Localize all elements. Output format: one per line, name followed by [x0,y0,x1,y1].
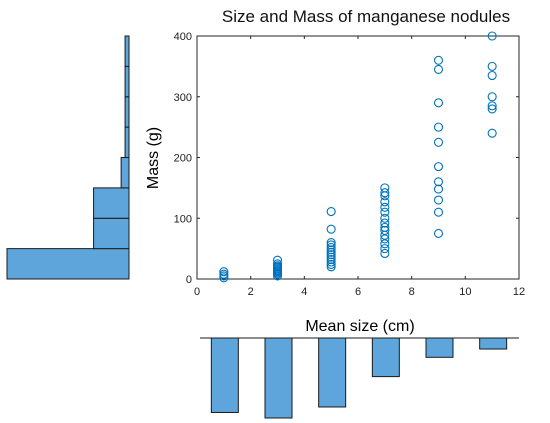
mass-histogram-bar [6,248,130,280]
data-point [433,184,444,194]
data-point [380,207,390,217]
size-histogram-bar [479,337,508,350]
size-histogram-bar [264,337,293,419]
size-histogram-bar [425,337,454,358]
x-tick-label: 12 [513,286,525,298]
data-point [433,207,444,217]
x-axis-label: Mean size (cm) [305,318,414,335]
mass-histogram-bar [93,217,130,250]
mass-histogram-bar [124,96,130,128]
data-point [433,122,444,132]
data-point [380,218,390,228]
mass-histogram [6,35,130,280]
data-point [326,242,336,252]
data-point [433,64,444,74]
data-points [219,31,497,283]
data-point [219,267,229,277]
data-point [326,262,336,272]
x-tick-label: 8 [409,286,415,298]
x-axis-ticks: 0 2 4 6 8 10 12 [194,36,525,298]
data-point [272,255,283,265]
mass-histogram-bar [124,126,130,158]
data-point [433,228,444,238]
data-point [380,197,390,207]
y-tick-label: 300 [174,92,192,104]
data-point [433,195,444,205]
data-point [380,202,390,212]
data-point [380,244,390,254]
data-point [326,224,336,234]
y-tick-label: 200 [174,153,192,165]
data-point [326,257,336,267]
x-tick-label: 6 [355,286,361,298]
data-point [433,98,444,108]
chart-title: Size and Mass of manganese nodules [222,7,510,26]
y-axis-label: Mass (g) [145,127,162,189]
data-point [326,238,336,248]
data-point [272,259,283,269]
data-point [487,92,497,102]
data-point [326,259,336,269]
data-point [380,213,390,223]
plot-area [196,35,520,280]
data-point [380,225,390,235]
data-point [433,177,444,187]
data-point [380,248,390,259]
data-point [380,188,390,198]
data-point [326,240,336,250]
data-point [326,250,336,260]
data-point [380,222,390,232]
size-histogram-bar [210,337,239,413]
data-point [487,70,497,81]
mass-histogram-bar [124,65,130,98]
data-point [326,207,336,217]
data-point [433,137,444,147]
mass-histogram-bar [124,35,130,67]
mass-histogram-bar [93,187,130,219]
x-tick-label: 2 [248,286,254,298]
x-tick-label: 0 [194,286,200,298]
y-tick-label: 0 [186,274,192,286]
x-tick-label: 10 [459,286,471,298]
data-point [487,31,497,41]
x-tick-label: 4 [301,286,307,298]
data-point [487,61,497,71]
data-point [380,183,390,193]
y-tick-label: 400 [174,31,192,43]
data-point [487,101,497,111]
y-axis-ticks: 0 100 200 300 400 [174,31,519,286]
scatter-plot: 0 2 4 6 8 10 12 0 100 200 300 400 [174,31,525,298]
size-histogram-bar [318,337,347,408]
data-point [326,255,336,265]
y-tick-label: 100 [174,213,192,225]
data-point [326,247,336,257]
data-point [433,55,444,65]
mass-histogram-bar [120,157,130,189]
size-histogram [200,337,519,419]
data-point [326,245,336,255]
data-point [487,104,497,114]
data-point [433,162,444,172]
size-histogram-bar [371,337,400,378]
data-point [219,269,229,279]
data-point [326,252,336,262]
data-point [487,128,497,138]
